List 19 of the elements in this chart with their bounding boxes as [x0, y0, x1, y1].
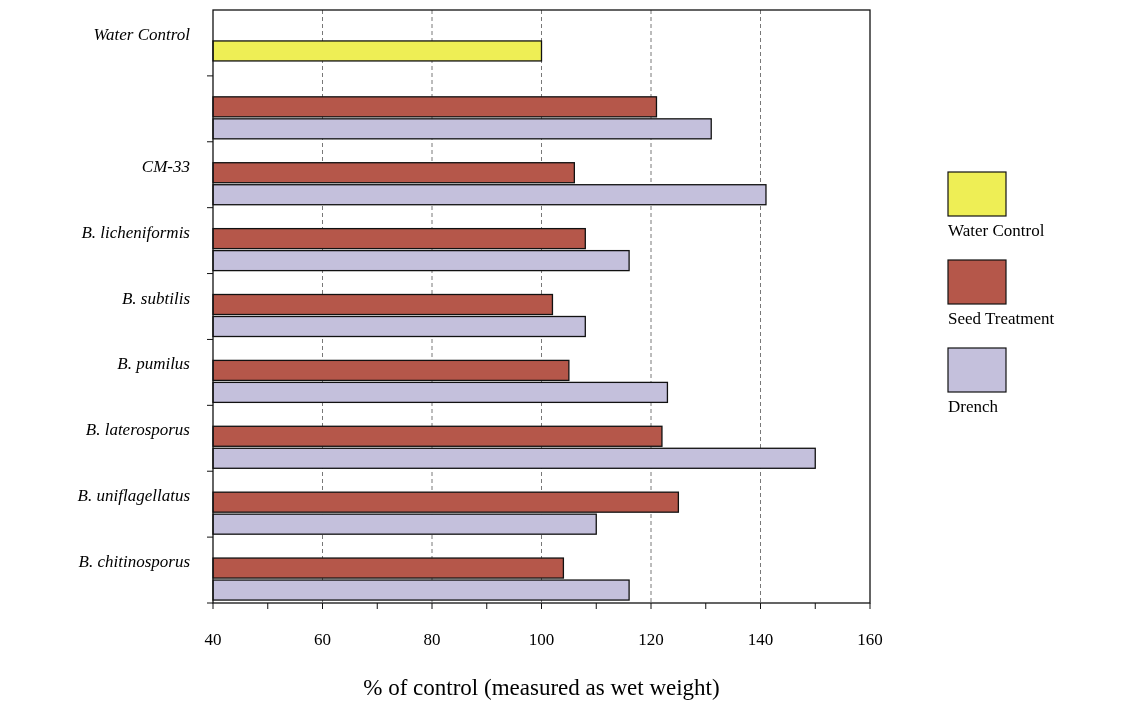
text: Seed Treatment [948, 309, 1055, 328]
x-tick-label: 60 [314, 630, 331, 649]
x-tick-label: 160 [857, 630, 883, 649]
y-tick-label: B. subtilis [121, 288, 191, 308]
text: Water Control [948, 221, 1045, 240]
y-tick-label: B. laterosporus [85, 420, 191, 440]
y-tick-label: CM-33 [141, 156, 190, 176]
y-tick-label: Water Control [93, 24, 191, 44]
text: Drench [948, 397, 999, 416]
y-tick-label: B. uniflagellatus [77, 486, 191, 506]
x-axis-title: % of control (measured as wet weight) [363, 675, 720, 700]
x-tick-label: 80 [423, 630, 441, 649]
y-tick-label: B. licheniformis [81, 222, 191, 242]
y-tick-label: B. chitinosporus [78, 552, 191, 572]
x-tick-label: 140 [747, 630, 774, 649]
y-tick-label: B. pumilus [117, 354, 191, 374]
x-tick-label: 120 [638, 630, 664, 649]
x-tick-label: 40 [204, 630, 222, 649]
x-tick-label: 100 [528, 630, 555, 649]
